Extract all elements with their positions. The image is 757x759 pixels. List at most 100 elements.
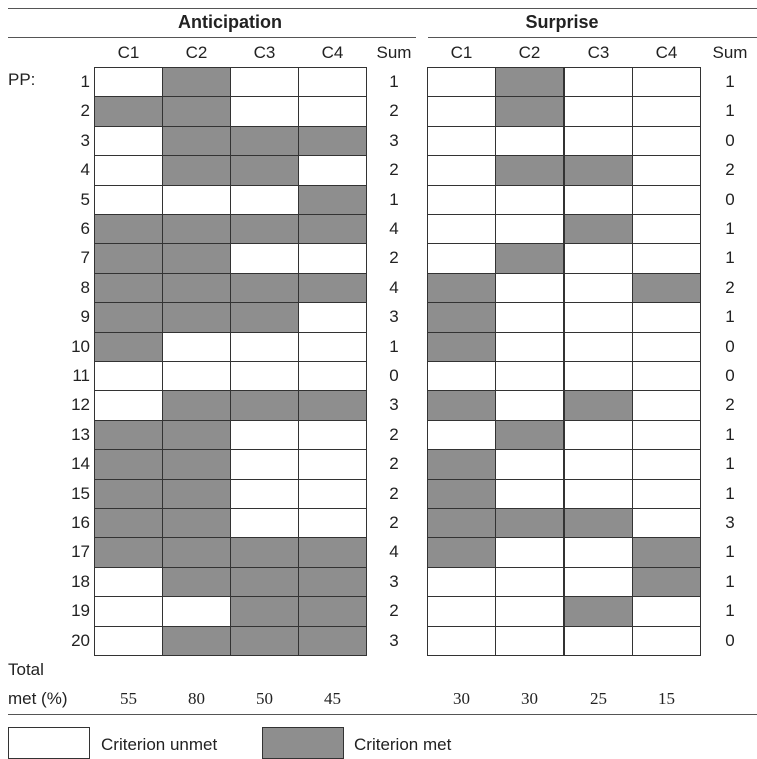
criterion-cell-unmet [495, 184, 564, 215]
surprise-sum-value: 1 [725, 542, 735, 562]
criterion-cell-unmet [427, 155, 496, 186]
surprise-sum-value: 0 [725, 130, 735, 150]
criterion-cell-unmet [230, 419, 299, 451]
criterion-cell-unmet [564, 537, 633, 568]
column-header-c2: C2 [518, 43, 541, 62]
column-header-c4: C4 [655, 43, 678, 62]
legend-met-swatch [262, 727, 344, 759]
criterion-cell-unmet [298, 243, 367, 274]
anticipation-sum-value: 2 [389, 483, 399, 503]
criterion-cell-met [427, 508, 496, 539]
criterion-cell-met [162, 302, 231, 333]
criterion-cell-met [298, 596, 367, 627]
row-participant-number: 1 [80, 72, 90, 91]
criterion-cell-met [94, 419, 163, 451]
criterion-cell-met [162, 214, 231, 245]
criterion-cell-met [298, 566, 367, 598]
criterion-cell-met [427, 302, 496, 333]
total-met-value: 80 [188, 689, 205, 708]
criterion-cell-met [162, 390, 231, 421]
criterion-cell-met [298, 125, 367, 157]
surprise-underline [428, 37, 757, 38]
total-met-value: 55 [120, 689, 137, 708]
criterion-cell-unmet [162, 331, 231, 362]
criterion-cell-unmet [427, 625, 496, 656]
criterion-cell-unmet [298, 478, 367, 509]
anticipation-sum-value: 1 [389, 189, 399, 209]
criterion-cell-unmet [495, 361, 564, 392]
total-met-value: 25 [590, 689, 607, 708]
criterion-cell-unmet [94, 625, 163, 656]
criterion-cell-met [495, 155, 564, 186]
criterion-cell-unmet [162, 184, 231, 215]
criterion-cell-met [632, 566, 701, 598]
criterion-cell-unmet [564, 419, 633, 451]
criterion-cell-met [427, 537, 496, 568]
criterion-cell-unmet [632, 478, 701, 509]
criterion-cell-unmet [632, 243, 701, 274]
anticipation-title: Anticipation [178, 12, 282, 32]
surprise-sum-value: 2 [725, 277, 735, 297]
criterion-cell-met [162, 449, 231, 480]
criterion-cell-unmet [632, 214, 701, 245]
criterion-cell-met [162, 125, 231, 157]
row-participant-number: 12 [71, 395, 90, 415]
criterion-cell-met [162, 419, 231, 451]
row-participant-number: 7 [80, 248, 90, 268]
anticipation-sum-value: 1 [389, 336, 399, 356]
surprise-sum-value: 2 [725, 395, 735, 415]
criterion-cell-met [94, 478, 163, 509]
criterion-cell-unmet [94, 184, 163, 215]
criterion-cell-unmet [632, 96, 701, 127]
criterion-cell-met [298, 537, 367, 568]
legend-unmet-swatch [8, 727, 90, 759]
criterion-cell-unmet [230, 243, 299, 274]
criterion-cell-unmet [564, 302, 633, 333]
criterion-cell-met [230, 625, 299, 656]
criterion-cell-unmet [298, 96, 367, 127]
row-participant-number: 3 [80, 130, 90, 150]
criterion-cell-met [298, 390, 367, 421]
criterion-cell-unmet [94, 361, 163, 392]
row-participant-number: 4 [80, 160, 90, 180]
criterion-cell-unmet [230, 449, 299, 480]
criterion-cell-unmet [564, 361, 633, 392]
criterion-cell-unmet [298, 419, 367, 451]
row-participant-number: 2 [80, 101, 90, 121]
criterion-cell-unmet [298, 361, 367, 392]
criterion-cell-met [230, 566, 299, 598]
criterion-cell-unmet [632, 596, 701, 627]
column-header-c3: C3 [587, 43, 610, 62]
criterion-cell-met [427, 449, 496, 480]
row-participant-number: 6 [80, 219, 90, 238]
criterion-cell-unmet [564, 96, 633, 127]
criterion-cell-unmet [632, 419, 701, 451]
row-participant-number: 18 [71, 571, 90, 591]
anticipation-sum-value: 3 [389, 630, 399, 650]
criterion-cell-met [94, 243, 163, 274]
criterion-cell-unmet [564, 125, 633, 157]
criterion-cell-unmet [94, 155, 163, 186]
surprise-sum-value: 1 [725, 72, 735, 91]
criterion-cell-met [632, 537, 701, 568]
criterion-cell-met [162, 67, 231, 98]
criterion-cell-met [230, 155, 299, 186]
criterion-cell-met [94, 449, 163, 480]
anticipation-sum-value: 2 [389, 454, 399, 474]
total-label-line2: met (%) [8, 689, 68, 708]
criterion-cell-unmet [94, 566, 163, 598]
row-participant-number: 9 [80, 307, 90, 327]
criterion-cell-met [94, 331, 163, 362]
criterion-cell-unmet [94, 596, 163, 627]
anticipation-sum-value: 0 [389, 366, 399, 385]
column-header-sum: Sum [712, 43, 748, 62]
criterion-cell-unmet [632, 67, 701, 98]
row-participant-number: 19 [71, 601, 90, 621]
criterion-cell-unmet [564, 67, 633, 98]
criterion-cell-met [162, 155, 231, 186]
criterion-cell-unmet [298, 449, 367, 480]
criterion-cell-unmet [427, 67, 496, 98]
column-header-sum: Sum [376, 43, 412, 62]
criterion-cell-met [495, 96, 564, 127]
criterion-cell-unmet [495, 214, 564, 245]
